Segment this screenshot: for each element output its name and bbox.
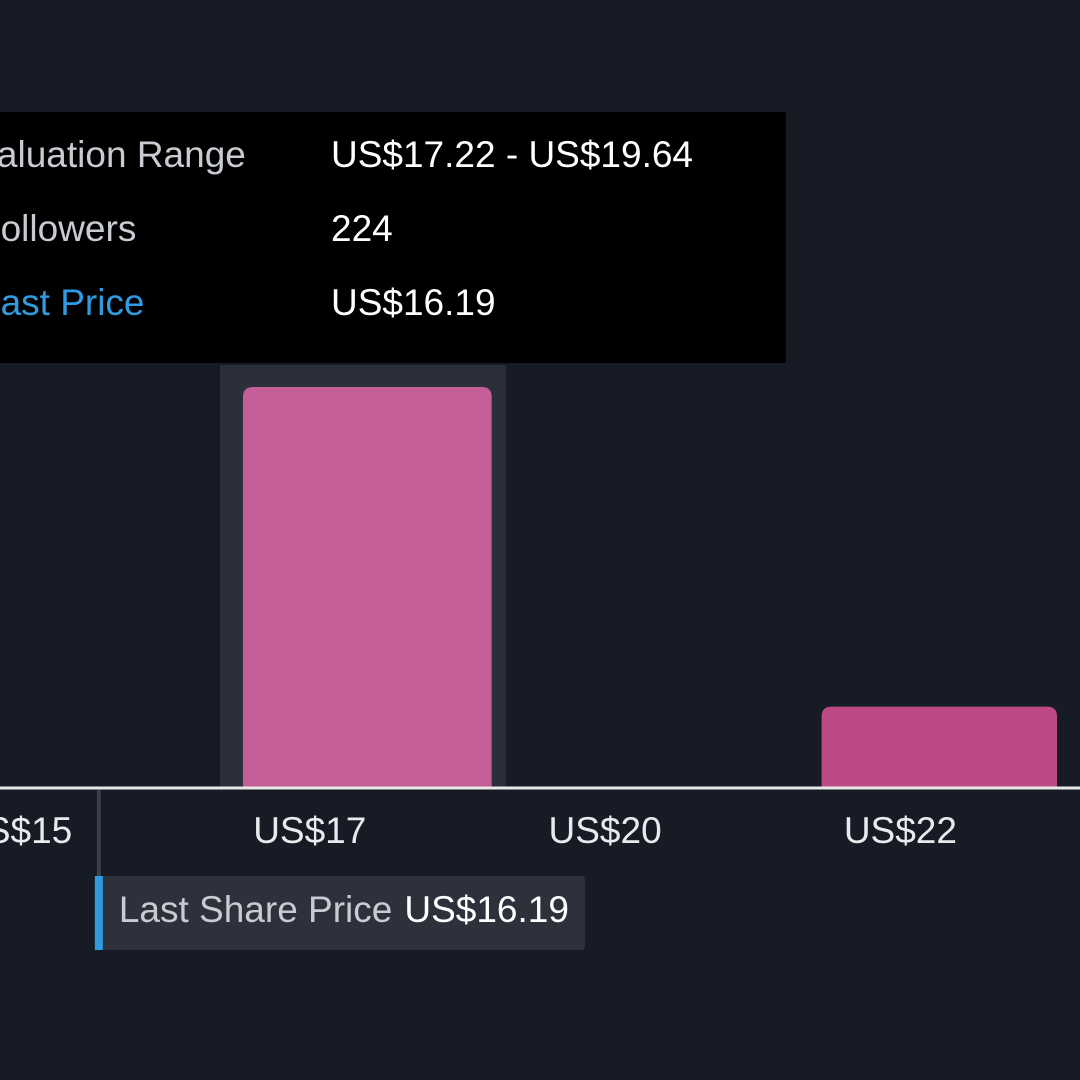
- marker-label: Last Share Price: [119, 889, 393, 930]
- tooltip-value: US$16.19: [331, 282, 496, 323]
- bar: [821, 706, 1057, 787]
- x-tick-label: US$17: [253, 810, 366, 851]
- marker-value: US$16.19: [404, 889, 569, 930]
- marker-accent: [94, 876, 103, 950]
- tooltip-value: US$17.22 - US$19.64: [331, 134, 693, 175]
- tooltip-value: 224: [331, 208, 393, 249]
- tooltip-label: Valuation Range: [0, 134, 246, 175]
- bar: [242, 387, 492, 787]
- marker-label-box: [98, 876, 585, 950]
- x-tick-label: US$15: [0, 810, 72, 851]
- x-tick-label: US$22: [844, 810, 957, 851]
- tooltip-label: Last Price: [0, 282, 145, 323]
- x-tick-label: US$20: [549, 810, 662, 851]
- tooltip-label: Followers: [0, 208, 136, 249]
- tooltip-box: [0, 112, 786, 363]
